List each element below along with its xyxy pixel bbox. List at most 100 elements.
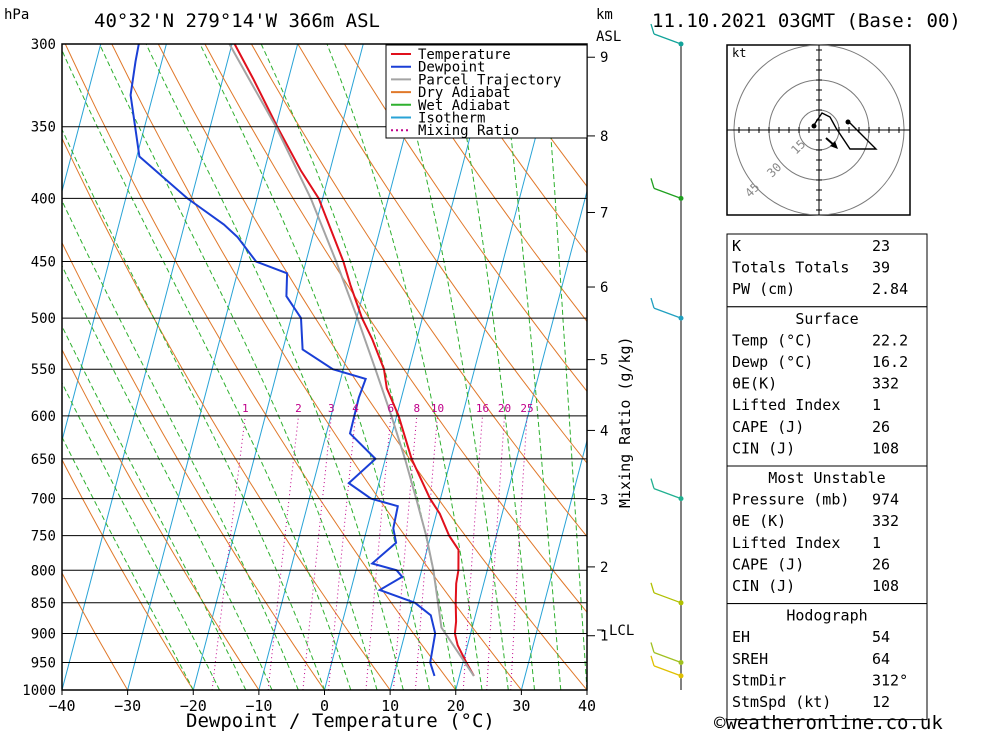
km-tick-label: 4: [600, 423, 608, 439]
surface-table-row-label: CIN (J): [732, 439, 795, 457]
temperature-tick-label: −10: [245, 697, 272, 715]
indices-table-row-value: 23: [872, 237, 890, 255]
km-tick-label: 2: [600, 560, 608, 576]
surface-table-row-value: 26: [872, 418, 890, 436]
dry-adiabat-line: [157, 44, 587, 690]
legend-label: Dewpoint: [418, 60, 485, 76]
hodograph-table-row-label: SREH: [732, 650, 768, 668]
isotherm-lines: [62, 44, 587, 690]
legend-label: Isotherm: [418, 111, 485, 127]
isotherm-line: [324, 44, 495, 690]
x-axis-label: Dewpoint / Temperature (°C): [186, 710, 495, 732]
mixing-ratio-label: 4: [352, 402, 359, 415]
wind-barb-flag: [650, 178, 655, 189]
mixing-ratio-line: [365, 415, 392, 690]
wind-barb-flag: [650, 655, 655, 667]
most-unstable-table-row-value: 108: [872, 577, 899, 595]
wind-barb-staff: [653, 187, 682, 199]
isotherm-line: [520, 438, 587, 690]
mixing-ratio-label: 10: [431, 402, 444, 415]
most-unstable-table-row-value: 1: [872, 534, 881, 552]
surface-table-title: Surface: [795, 310, 858, 328]
wind-barb-flag: [650, 23, 655, 35]
wind-barb-flag: [650, 297, 655, 309]
surface-table-row-value: 1: [872, 396, 881, 414]
surface-table-row-label: Dewp (°C): [732, 353, 813, 371]
pressure-tick-label: 400: [31, 191, 56, 207]
hodograph-table-row-label: EH: [732, 628, 750, 646]
most-unstable-table-row-label: Lifted Index: [732, 534, 840, 552]
sounding-series: [129, 44, 475, 677]
temperature-tick-label: −20: [180, 697, 207, 715]
wind-barb-staff: [653, 307, 682, 319]
mixing-ratio-label: 20: [498, 402, 511, 415]
dewpoint-line: [129, 44, 437, 677]
lcl-label: LCL: [609, 623, 634, 639]
legend-label: Dry Adiabat: [418, 85, 511, 101]
pressure-unit-label: hPa: [4, 7, 29, 23]
pressure-tick-label: 850: [31, 596, 56, 612]
hodograph-table-box: [726, 603, 928, 721]
most-unstable-table-row-label: Pressure (mb): [732, 491, 849, 509]
most-unstable-table-row-value: 974: [872, 491, 899, 509]
indices-table-row-label: PW (cm): [732, 280, 795, 298]
indices-table-row-value: 2.84: [872, 280, 908, 298]
dry-adiabat-line: [343, 44, 587, 393]
mixing-ratio-line: [211, 415, 246, 690]
temperature-tick-label: 30: [512, 697, 530, 715]
indices-table-row-label: Totals Totals: [732, 259, 849, 277]
wet-adiabat-line: [499, 44, 562, 690]
hodograph-point: [845, 119, 851, 125]
surface-table-row-label: θE(K): [732, 375, 777, 393]
storm-motion-arrowhead: [830, 141, 838, 149]
temperature-tick-label: 40: [578, 697, 596, 715]
dry-adiabat-line: [62, 137, 391, 690]
isotherm-line: [62, 44, 233, 690]
dry-adiabat-line: [111, 44, 522, 690]
temperature-tick-label: 10: [381, 697, 399, 715]
wind-barb-staff: [653, 665, 682, 677]
surface-table-row-label: Temp (°C): [732, 331, 813, 349]
hodograph-table-title: Hodograph: [786, 607, 867, 625]
wet-adiabat-line: [62, 199, 299, 690]
hodograph-table-row-label: StmDir: [732, 671, 786, 689]
pressure-tick-label: 650: [31, 452, 56, 468]
temperature-tick-label: −30: [114, 697, 141, 715]
mixing-ratio-axis-label: Mixing Ratio (g/kg): [616, 336, 634, 508]
wind-barb-staff: [653, 488, 682, 500]
pressure-tick-label: 700: [31, 492, 56, 508]
pressure-tick-label: 750: [31, 529, 56, 545]
temperature-tick-label: −40: [48, 697, 75, 715]
legend-label: Temperature: [418, 47, 511, 63]
isotherm-line: [192, 44, 364, 690]
mixing-ratio-label: 8: [413, 402, 420, 415]
dry-adiabat-line: [390, 44, 587, 323]
pressure-tick-label: 950: [31, 655, 56, 671]
indices-table-row-label: K: [732, 237, 741, 255]
surface-table-box: [726, 306, 928, 467]
most-unstable-table-row-value: 26: [872, 555, 890, 573]
pressure-tick-label: 1000: [22, 683, 56, 699]
station-location: 40°32'N 279°14'W 366m ASL: [94, 10, 380, 32]
surface-table-row-label: CAPE (J): [732, 418, 804, 436]
km-tick-label: 9: [600, 50, 608, 66]
wet-adiabat-line: [145, 44, 404, 690]
wet-adiabat-line: [199, 44, 430, 690]
indices-table-row-value: 39: [872, 259, 890, 277]
legend-box: [385, 44, 588, 139]
hodograph-table-row-value: 12: [872, 693, 890, 711]
valid-datetime: 11.10.2021 03GMT (Base: 00): [652, 10, 961, 32]
mixing-ratio-label: 25: [520, 402, 533, 415]
pressure-tick-labels: 300 350 400 450 500 550 600 650 700 750 800 850 900 9…: [22, 37, 56, 699]
km-unit-label: km: [596, 7, 613, 23]
wet-adiabat-line: [260, 44, 457, 690]
wet-adiabat-line: [449, 44, 535, 690]
most-unstable-table-row-label: CIN (J): [732, 577, 795, 595]
pressure-tick-label: 300: [31, 37, 56, 53]
most-unstable-table-row-label: CAPE (J): [732, 555, 804, 573]
mixing-ratio-label: 2: [295, 402, 302, 415]
wet-adiabat-line: [62, 128, 325, 690]
km-tick-labels: 1 2 3 4 5 6 7 8 9: [587, 50, 608, 645]
dry-adiabat-line: [62, 572, 129, 690]
